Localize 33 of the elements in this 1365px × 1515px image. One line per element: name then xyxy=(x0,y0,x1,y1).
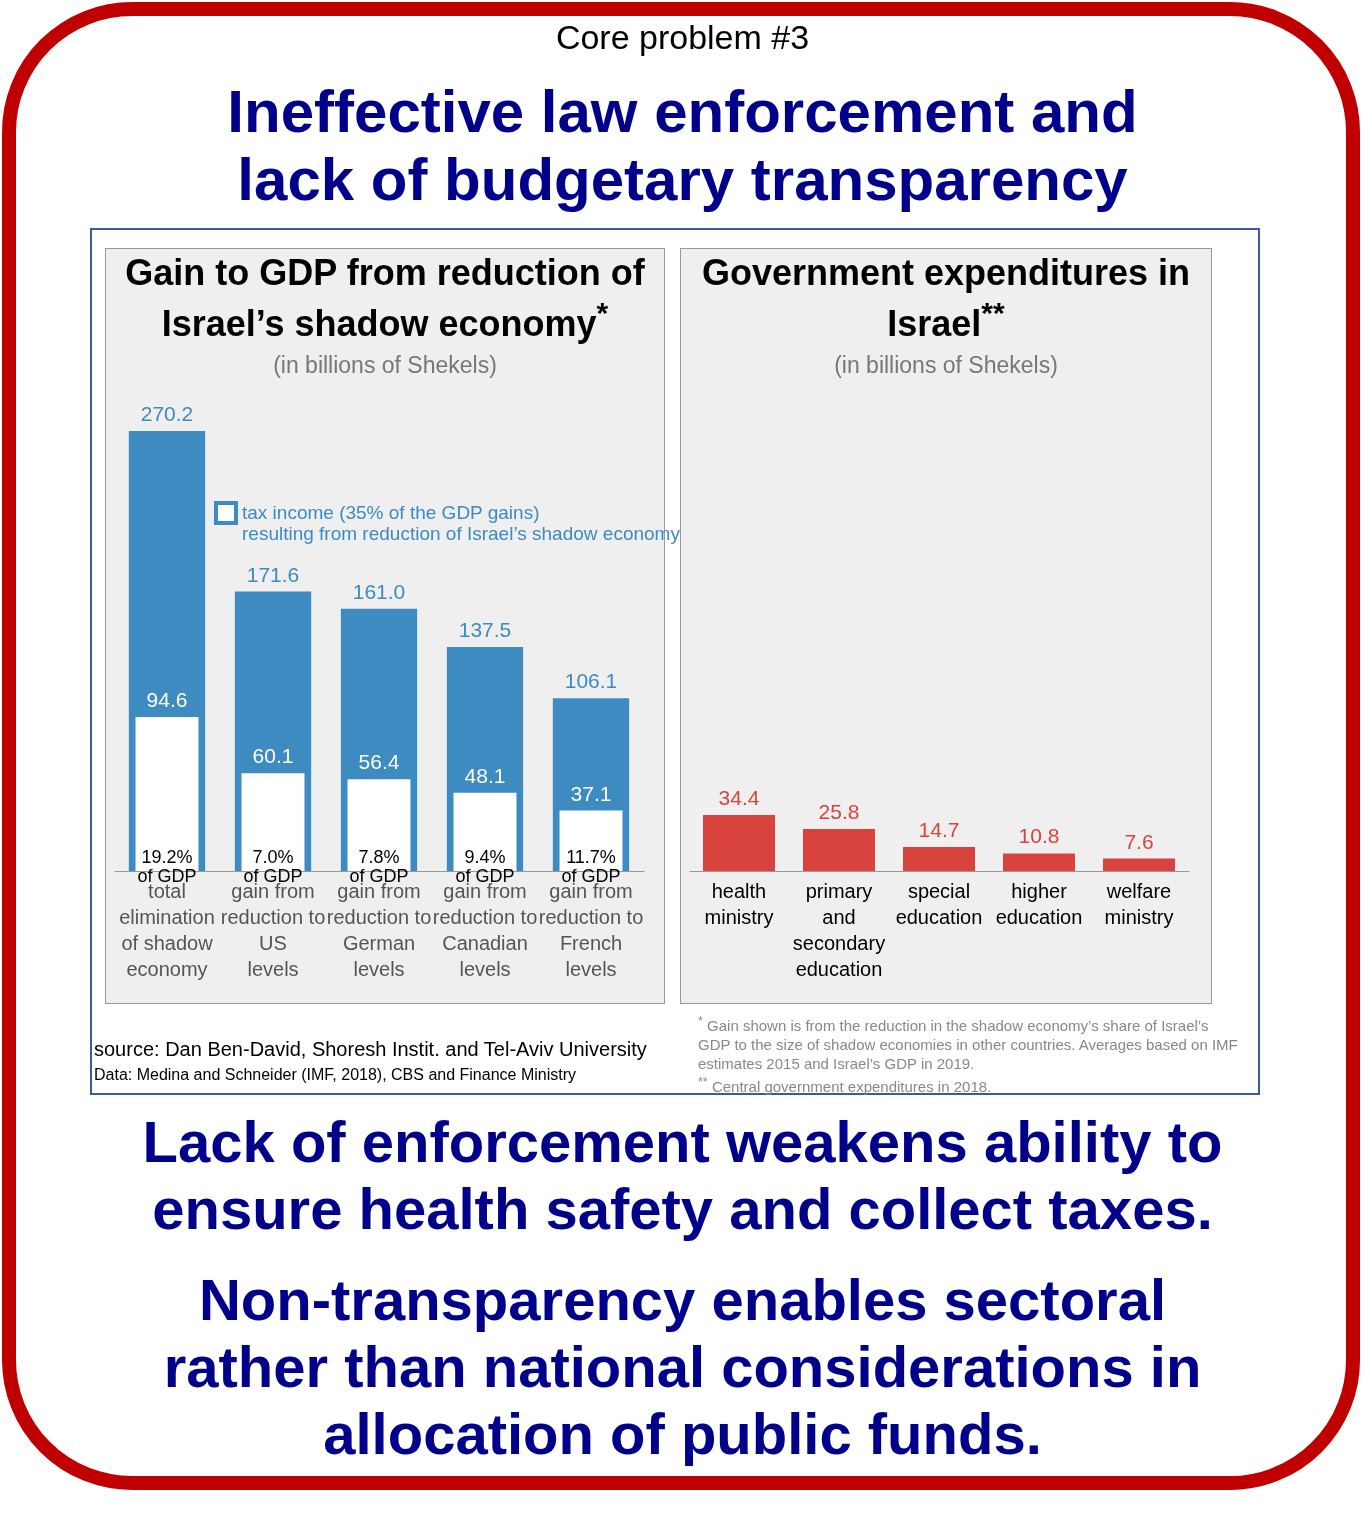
x-tick-label: health ministry xyxy=(704,879,774,928)
data-label: 34.4 xyxy=(718,785,760,809)
chart-subtitle: (in billions of Shekels) xyxy=(272,352,498,379)
legend-label: tax income (35% of the GDP gains) resulting from reduction of Israel’s shadow economy xyxy=(242,502,681,544)
text: Core problem #3 xyxy=(554,18,811,57)
source-note: source: Dan Ben-David, Shoresh Instit. and Tel-Aviv University xyxy=(94,1038,647,1061)
text: Data: Medina and Schneider (IMF, 2018), CBS and Finance Ministry xyxy=(94,1066,577,1084)
data-label: 137.5 xyxy=(458,618,512,642)
data-label: 60.1 xyxy=(252,744,294,768)
data-label: 10.8 xyxy=(1018,824,1060,848)
data-label: 48.1 xyxy=(464,763,506,787)
data-label: 270.2 xyxy=(140,402,194,425)
data-label: 161.0 xyxy=(352,579,406,603)
x-tick-label: primary and secondary education xyxy=(792,879,886,980)
text: Non-transparency enables sectoral rather than national considerations in allocation of public funds. xyxy=(162,1266,1203,1467)
x-tick-label: welfare ministry xyxy=(1104,879,1174,928)
text: Ineffective law enforcement and lack of budgetary transparency xyxy=(226,78,1139,214)
data-label: 94.6 xyxy=(146,687,188,711)
data-label: 171.6 xyxy=(246,562,300,586)
data-label: 7.6 xyxy=(1124,829,1154,853)
text: $^{**}$ Central government expenditures in 2018. xyxy=(698,1074,993,1096)
text: $^{*}$ Gain shown is from the reduction in the shadow economy’s share of Israel’s GDP to the size of shadow economies in other countries. Averages based on IMF estimates 2015 and Israel’s GDP in 2019. xyxy=(698,1013,1238,1073)
data-label: 37.1 xyxy=(570,781,612,805)
data-label: 56.4 xyxy=(358,750,400,774)
chart-title: Government expenditures in Israel$^{**}$ xyxy=(700,252,1192,344)
x-tick-label: special education xyxy=(895,879,983,928)
chart-title: Gain to GDP from reduction of Israel’s shadow economy$^{*}$ xyxy=(124,252,646,344)
text: Lack of enforcement weakens ability to ensure health safety and collect taxes. xyxy=(141,1108,1224,1242)
x-tick-label: higher education xyxy=(995,879,1083,928)
chart-subtitle: (in billions of Shekels) xyxy=(833,352,1059,379)
data-label: 106.1 xyxy=(564,669,618,693)
data-label: 14.7 xyxy=(918,818,960,842)
data-label: 25.8 xyxy=(818,799,860,823)
